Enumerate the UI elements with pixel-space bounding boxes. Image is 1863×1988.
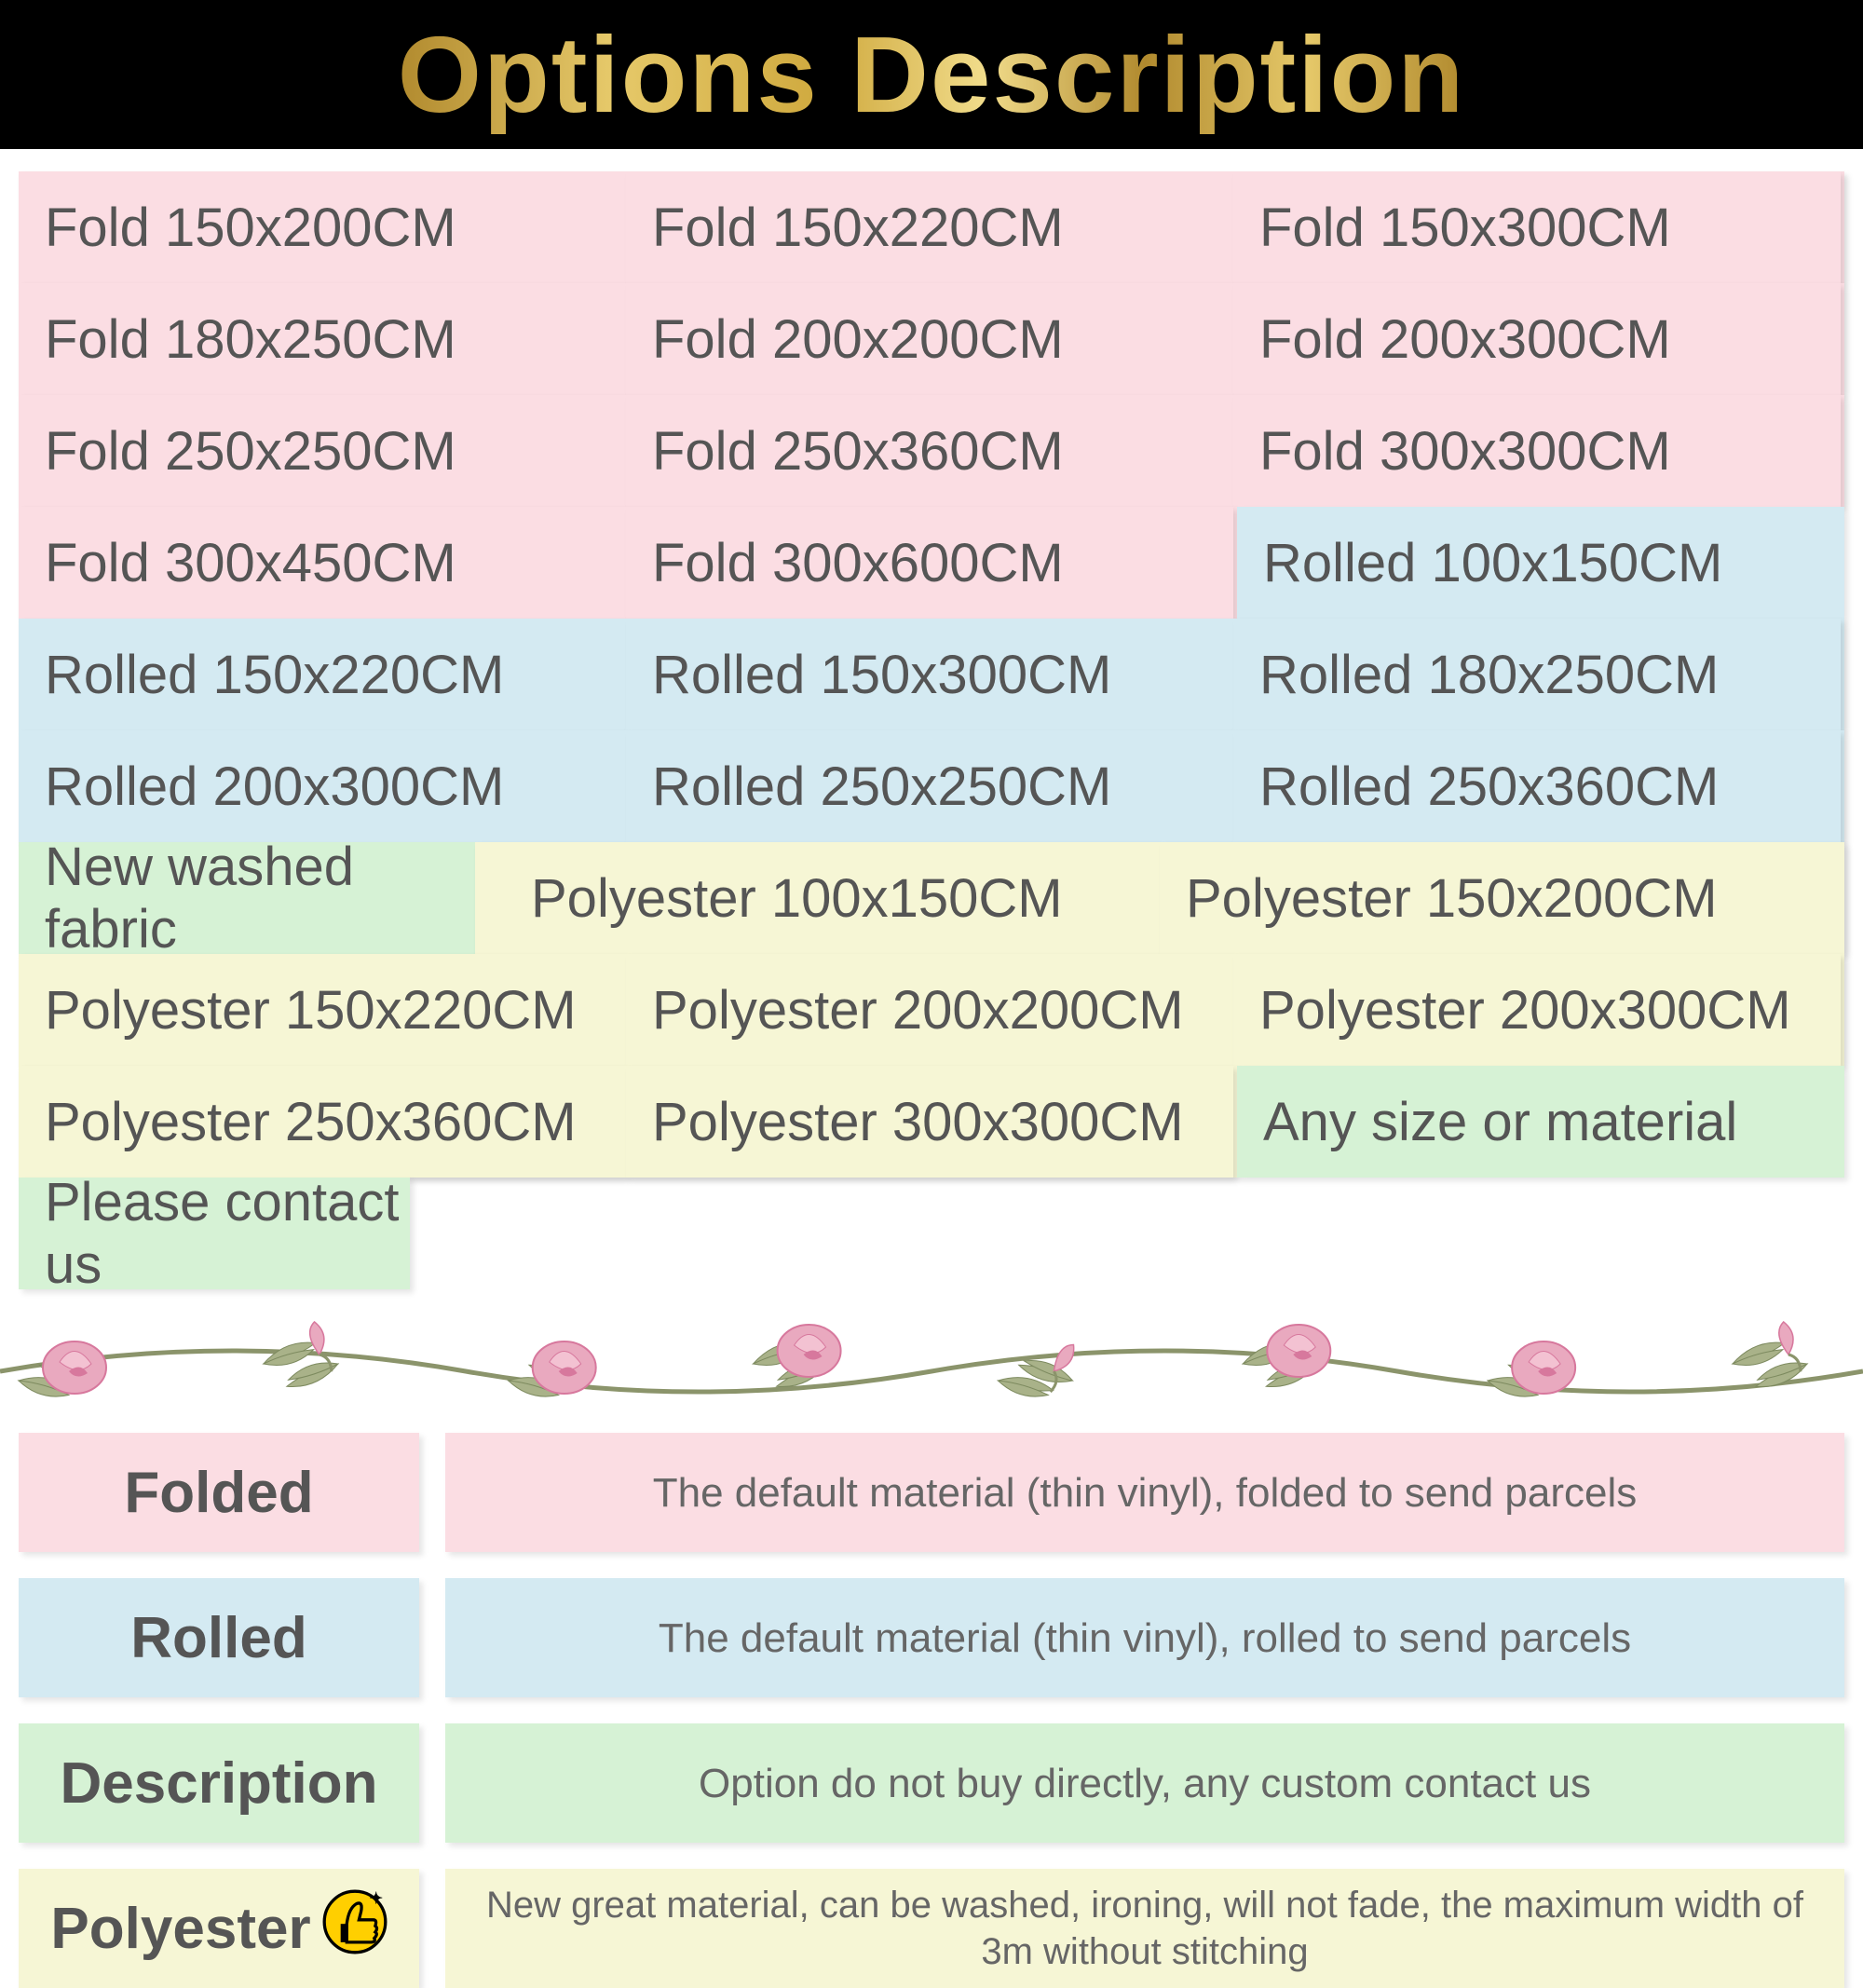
option-cell: Polyester 150x200CM bbox=[1160, 842, 1844, 954]
option-cell: Rolled 100x150CM bbox=[1237, 507, 1844, 619]
legend-head-polyester-label: Polyester bbox=[50, 1896, 310, 1962]
option-cell: Rolled 250x250CM bbox=[626, 730, 1233, 842]
option-cell: Fold 300x600CM bbox=[626, 507, 1233, 619]
option-cell: Rolled 200x300CM bbox=[19, 730, 626, 842]
option-cell: Rolled 150x300CM bbox=[626, 619, 1233, 730]
option-cell: Any size or material bbox=[1237, 1066, 1844, 1178]
option-cell: Fold 300x300CM bbox=[1233, 395, 1841, 507]
legend-head-folded: Folded bbox=[19, 1433, 419, 1552]
legend-head-description: Description bbox=[19, 1723, 419, 1843]
legend-table: Folded The default material (thin vinyl)… bbox=[19, 1433, 1844, 1988]
option-cell: Please contact us bbox=[19, 1178, 410, 1289]
option-cell: Rolled 180x250CM bbox=[1233, 619, 1841, 730]
option-cell: Fold 250x250CM bbox=[19, 395, 626, 507]
option-cell: Fold 250x360CM bbox=[626, 395, 1233, 507]
svg-text:✦: ✦ bbox=[369, 1889, 383, 1907]
option-cell: Polyester 150x220CM bbox=[19, 954, 626, 1066]
legend-head-polyester: Polyester ✦ bbox=[19, 1869, 419, 1988]
option-cell: Rolled 250x360CM bbox=[1233, 730, 1841, 842]
title-banner: Options Description bbox=[0, 0, 1863, 149]
option-cell: Polyester 200x300CM bbox=[1233, 954, 1841, 1066]
option-cell: Polyester 200x200CM bbox=[626, 954, 1233, 1066]
option-cell: New washed fabric bbox=[19, 842, 475, 954]
option-cell: Fold 300x450CM bbox=[19, 507, 626, 619]
option-cell: Fold 150x220CM bbox=[626, 171, 1233, 283]
option-cell: Fold 200x200CM bbox=[626, 283, 1233, 395]
legend-body-polyester: New great material, can be washed, ironi… bbox=[445, 1869, 1844, 1988]
legend-body-folded: The default material (thin vinyl), folde… bbox=[445, 1433, 1844, 1552]
option-cell: Fold 150x200CM bbox=[19, 171, 626, 283]
option-cell: Polyester 300x300CM bbox=[626, 1066, 1233, 1178]
thumbs-up-icon: ✦ bbox=[322, 1889, 388, 1968]
option-cell: Polyester 100x150CM bbox=[475, 842, 1160, 954]
legend-body-description: Option do not buy directly, any custom c… bbox=[445, 1723, 1844, 1843]
page-title: Options Description bbox=[398, 12, 1466, 137]
options-grid: Fold 150x200CM Fold 150x220CM Fold 150x3… bbox=[19, 171, 1844, 1289]
floral-divider bbox=[0, 1293, 1863, 1433]
option-cell: Fold 180x250CM bbox=[19, 283, 626, 395]
option-cell: Fold 200x300CM bbox=[1233, 283, 1841, 395]
option-cell: Rolled 150x220CM bbox=[19, 619, 626, 730]
legend-head-rolled: Rolled bbox=[19, 1578, 419, 1697]
option-cell: Fold 150x300CM bbox=[1233, 171, 1841, 283]
legend-body-rolled: The default material (thin vinyl), rolle… bbox=[445, 1578, 1844, 1697]
option-cell: Polyester 250x360CM bbox=[19, 1066, 626, 1178]
